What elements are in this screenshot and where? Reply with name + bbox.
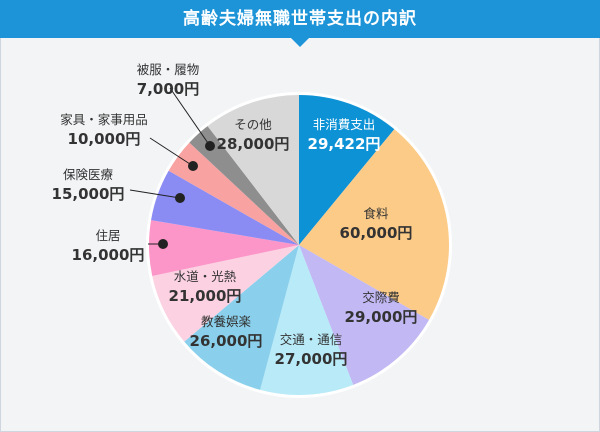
leader-dot-8 xyxy=(188,161,198,171)
slice-name-4: 教養娯楽 xyxy=(201,314,252,329)
slice-name-9: 被服・履物 xyxy=(137,62,200,77)
slice-value-3: 27,000円 xyxy=(275,350,348,368)
pie-slice-8 xyxy=(168,142,299,245)
slice-name-3: 交通・通信 xyxy=(280,332,343,347)
pie-slice-10 xyxy=(207,95,299,245)
title-arrow xyxy=(291,38,309,47)
pie-slice-3 xyxy=(260,245,354,395)
pie-slice-9 xyxy=(189,126,299,245)
slice-name-10: その他 xyxy=(234,117,272,132)
slice-value-7: 15,000円 xyxy=(52,185,125,203)
slice-name-1: 食料 xyxy=(363,206,389,221)
slice-label-1: 食料 60,000円 xyxy=(340,206,413,242)
pie-slice-1 xyxy=(299,129,450,320)
slice-label-3: 交通・通信 27,000円 xyxy=(275,332,348,368)
pie-slice-2 xyxy=(299,245,429,385)
leader-line-8 xyxy=(149,137,194,167)
slice-name-7: 保険医療 xyxy=(63,167,114,182)
slice-label-9: 被服・履物 7,000円 xyxy=(137,62,200,98)
slice-name-2: 交際費 xyxy=(362,290,400,305)
slice-value-6: 16,000円 xyxy=(72,246,145,264)
slice-value-10: 28,000円 xyxy=(217,135,290,153)
slice-name-6: 住居 xyxy=(95,228,120,243)
pie-slice-5 xyxy=(152,245,299,342)
slice-label-8: 家具・家事用品 10,000円 xyxy=(60,112,148,148)
leader-line-9 xyxy=(169,87,211,147)
slice-label-0: 非消費支出 29,422円 xyxy=(308,117,381,153)
leader-line-7 xyxy=(129,189,181,199)
slice-value-2: 29,000円 xyxy=(345,308,418,326)
slice-value-0: 29,422円 xyxy=(308,135,381,153)
pie-slice-7 xyxy=(151,170,299,245)
slice-label-4: 教養娯楽 26,000円 xyxy=(190,314,263,350)
slice-label-10: その他 28,000円 xyxy=(217,117,290,153)
chart-title: 高齢夫婦無職世帯支出の内訳 xyxy=(0,0,600,38)
slice-value-4: 26,000円 xyxy=(190,332,263,350)
slice-name-8: 家具・家事用品 xyxy=(60,112,148,127)
leader-dot-6 xyxy=(158,239,168,249)
slice-label-7: 保険医療 15,000円 xyxy=(52,167,125,203)
pie-slices xyxy=(149,95,450,395)
pie-slice-0 xyxy=(299,95,395,245)
leader-dot-9 xyxy=(205,141,215,151)
slice-label-2: 交際費 29,000円 xyxy=(345,290,418,326)
pie-slice-4 xyxy=(184,245,299,390)
slice-name-5: 水道・光熱 xyxy=(174,269,237,284)
slice-value-5: 21,000円 xyxy=(169,287,242,305)
slice-name-0: 非消費支出 xyxy=(313,117,376,132)
pie-slice-6 xyxy=(149,220,299,277)
slice-value-8: 10,000円 xyxy=(68,130,141,148)
slice-value-1: 60,000円 xyxy=(340,224,413,242)
slice-label-6: 住居 16,000円 xyxy=(72,228,145,264)
leader-dot-7 xyxy=(175,193,185,203)
leader-lines xyxy=(129,87,215,249)
slice-value-9: 7,000円 xyxy=(137,80,199,98)
slice-label-5: 水道・光熱 21,000円 xyxy=(169,269,242,305)
